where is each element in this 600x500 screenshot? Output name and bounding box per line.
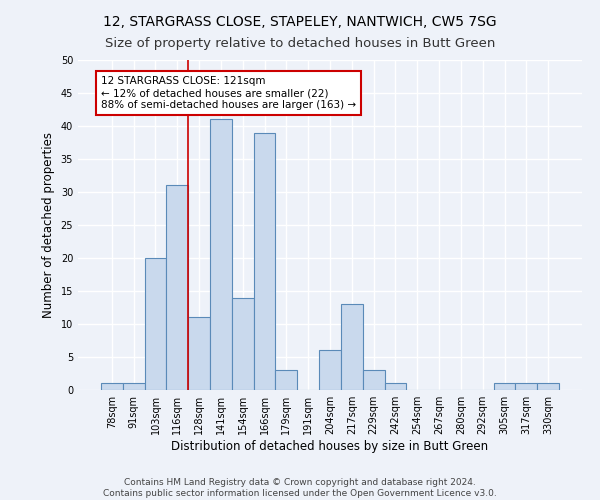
Bar — [232, 298, 254, 390]
Bar — [101, 384, 123, 390]
Y-axis label: Number of detached properties: Number of detached properties — [42, 132, 55, 318]
X-axis label: Distribution of detached houses by size in Butt Green: Distribution of detached houses by size … — [172, 440, 488, 453]
Bar — [537, 384, 559, 390]
Bar — [515, 384, 537, 390]
Bar — [385, 384, 406, 390]
Bar — [145, 258, 166, 390]
Bar — [341, 304, 363, 390]
Bar — [210, 120, 232, 390]
Text: 12, STARGRASS CLOSE, STAPELEY, NANTWICH, CW5 7SG: 12, STARGRASS CLOSE, STAPELEY, NANTWICH,… — [103, 15, 497, 29]
Bar — [254, 132, 275, 390]
Bar — [275, 370, 297, 390]
Text: Contains HM Land Registry data © Crown copyright and database right 2024.
Contai: Contains HM Land Registry data © Crown c… — [103, 478, 497, 498]
Bar — [319, 350, 341, 390]
Bar — [188, 318, 210, 390]
Bar — [363, 370, 385, 390]
Bar — [166, 186, 188, 390]
Bar — [123, 384, 145, 390]
Text: Size of property relative to detached houses in Butt Green: Size of property relative to detached ho… — [105, 38, 495, 51]
Bar — [494, 384, 515, 390]
Text: 12 STARGRASS CLOSE: 121sqm
← 12% of detached houses are smaller (22)
88% of semi: 12 STARGRASS CLOSE: 121sqm ← 12% of deta… — [101, 76, 356, 110]
